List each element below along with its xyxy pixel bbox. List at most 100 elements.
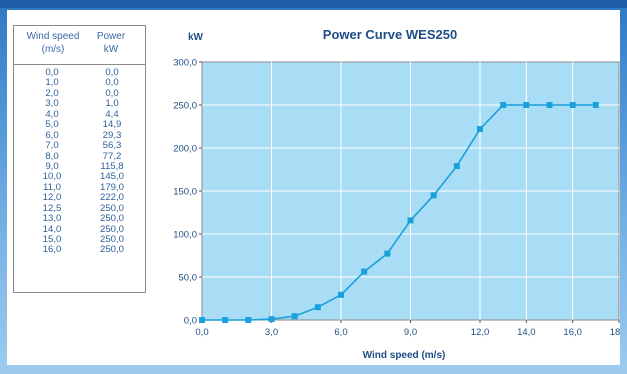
power-cell: 14,9 (102, 119, 122, 131)
header-wind-speed: Wind speed (m/s) (22, 30, 84, 56)
power-cell: 56,3 (102, 140, 122, 152)
data-point (546, 102, 553, 108)
data-point (338, 291, 344, 298)
table-row: 10,0 145,0 (14, 171, 145, 183)
wind-speed-cell: 7,0 (45, 140, 59, 152)
top-stripe (0, 0, 627, 8)
series-line (202, 104, 596, 321)
data-point (245, 317, 252, 323)
table-row: 12,5 250,0 (14, 202, 145, 214)
header-power: Power kW (88, 30, 134, 56)
data-point (407, 217, 414, 224)
wind-speed-cell: 12,5 (42, 202, 62, 214)
data-point (199, 317, 205, 323)
power-cell: 250,0 (99, 234, 124, 245)
power-curve-chart: Power Curve WES250 kW Wind speed (m/s) 0… (173, 27, 620, 361)
wind-speed-cell: 15,0 (42, 234, 62, 245)
x-tick-label: 0,0 (195, 327, 208, 338)
power-cell: 222,0 (99, 192, 124, 204)
table-header: Wind speed (m/s) Power kW (14, 26, 145, 65)
x-axis-label: Wind speed (m/s) (363, 350, 446, 361)
table-row: 0,0 0,0 (14, 67, 145, 78)
x-tick-label: 3,0 (265, 327, 278, 338)
table-row: 13,0 250,0 (14, 213, 145, 225)
table-row: 11,0 179,0 (14, 181, 145, 193)
wind-speed-cell: 10,0 (42, 171, 62, 183)
data-point (500, 102, 507, 108)
wind-speed-cell: 14,0 (42, 223, 62, 235)
header-power-line2: kW (103, 44, 119, 55)
table-row: 4,0 4,4 (14, 108, 145, 120)
power-cell: 0,0 (105, 67, 119, 78)
data-point (569, 102, 576, 108)
wind-speed-cell: 5,0 (45, 119, 59, 131)
power-cell: 77,2 (102, 150, 122, 162)
table-row: 16,0 250,0 (14, 244, 145, 256)
data-point (361, 268, 368, 275)
wind-speed-cell: 9,0 (45, 160, 59, 172)
table-row: 5,0 14,9 (14, 119, 145, 131)
table-row: 9,0 115,8 (14, 160, 145, 172)
data-point (453, 163, 460, 170)
data-point (314, 304, 321, 311)
wind-speed-cell: 2,0 (45, 87, 59, 99)
content-panel: Wind speed (m/s) Power kW 0,0 0,0 1,0 0,0 2,… (7, 10, 620, 365)
header-wind-speed-line2: (m/s) (41, 44, 65, 55)
x-tick-label: 14,0 (517, 327, 536, 338)
wind-speed-cell: 12,0 (42, 192, 62, 204)
y-tick-label: 50,0 (179, 273, 198, 284)
wind-speed-cell: 8,0 (45, 150, 59, 162)
wind-speed-cell: 11,0 (43, 181, 61, 193)
power-cell: 179,0 (99, 181, 124, 193)
table-row: 14,0 250,0 (14, 223, 145, 235)
wind-speed-cell: 13,0 (42, 213, 62, 225)
power-cell: 1,0 (105, 98, 119, 110)
power-cell: 250,0 (99, 213, 124, 225)
header-wind-speed-line1: Wind speed (26, 31, 80, 42)
table-row: 8,0 77,2 (14, 150, 145, 162)
table-row: 2,0 0,0 (14, 87, 145, 99)
wind-speed-cell: 4,0 (45, 108, 59, 120)
table-body: 0,0 0,0 1,0 0,0 2,0 0,0 3,0 1,0 4,0 4,4 5,0 14,9 6,0… (14, 67, 145, 256)
y-tick-label: 0,0 (184, 316, 197, 327)
data-point (268, 316, 275, 323)
data-point (291, 313, 298, 320)
y-tick-label: 100,0 (173, 230, 197, 241)
table-row: 12,0 222,0 (14, 192, 145, 204)
data-point (477, 126, 483, 133)
wind-speed-cell: 1,0 (45, 77, 59, 89)
header-power-line1: Power (96, 31, 126, 42)
power-cell: 250,0 (99, 244, 124, 256)
x-tick-label: 12,0 (471, 327, 490, 338)
power-cell: 115,8 (100, 160, 124, 172)
wind-speed-cell: 0,0 (45, 67, 59, 78)
chart-title: Power Curve WES250 (323, 27, 457, 42)
table-row: 15,0 250,0 (14, 234, 145, 245)
power-cell: 250,0 (99, 223, 124, 235)
y-tick-label: 150,0 (173, 187, 197, 198)
y-axis-label: kW (188, 32, 204, 43)
x-tick-label: 6,0 (334, 327, 347, 338)
x-tick-label: 16,0 (563, 327, 582, 338)
data-point (430, 192, 437, 199)
table-row: 7,0 56,3 (14, 140, 145, 152)
x-tick-label: 9,0 (404, 327, 417, 338)
power-cell: 0,0 (105, 77, 119, 89)
y-tick-label: 300,0 (173, 58, 197, 69)
data-point (592, 102, 599, 108)
wind-speed-cell: 16,0 (42, 244, 62, 256)
power-cell: 29,3 (102, 129, 122, 141)
x-tick-label: 18,0 (610, 327, 620, 338)
table-row: 3,0 1,0 (14, 98, 145, 110)
wind-speed-cell: 6,0 (45, 129, 59, 141)
data-point (384, 250, 391, 257)
y-tick-label: 250,0 (173, 101, 197, 112)
power-cell: 145,0 (99, 171, 124, 183)
y-tick-label: 200,0 (173, 144, 197, 155)
power-cell: 0,0 (105, 87, 119, 99)
data-point (523, 102, 530, 108)
data-point (222, 317, 229, 323)
table-row: 1,0 0,0 (14, 77, 145, 89)
power-cell: 4,4 (105, 108, 119, 120)
table-row: 6,0 29,3 (14, 129, 145, 141)
